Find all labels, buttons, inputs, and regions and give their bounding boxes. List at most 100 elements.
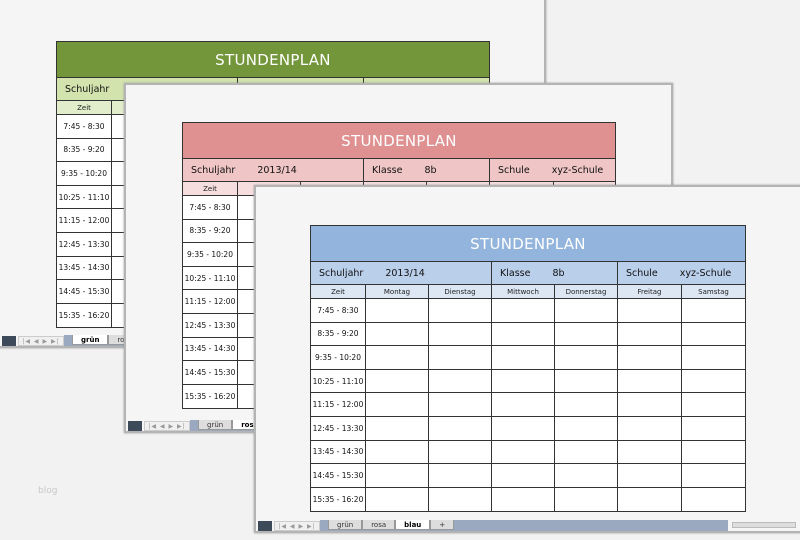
sheet-view-icon[interactable] xyxy=(2,336,16,346)
klasse-value[interactable]: 8b xyxy=(424,164,437,176)
time-cell: 15:35 - 16:20 xyxy=(183,384,238,409)
sheet-view-icon[interactable] xyxy=(258,521,272,531)
lesson-cell[interactable] xyxy=(618,440,682,464)
lesson-cell[interactable] xyxy=(492,393,555,416)
lesson-cell[interactable] xyxy=(682,370,745,393)
column-header-zeit: Zeit xyxy=(183,182,238,195)
lesson-cell[interactable] xyxy=(429,346,492,369)
column-header-samstag: Samstag xyxy=(698,287,729,296)
sheet-nav-arrows[interactable]: |◀ ◀ ▶ ▶| xyxy=(274,521,320,531)
lesson-cell[interactable] xyxy=(682,441,745,464)
lesson-cell[interactable] xyxy=(618,322,682,346)
lesson-cell[interactable] xyxy=(492,369,555,393)
lesson-cell[interactable] xyxy=(366,369,429,393)
lesson-cell[interactable] xyxy=(429,416,492,440)
time-cell: 7:45 - 8:30 xyxy=(183,196,238,219)
sheet-tab-rosa[interactable]: rosa xyxy=(362,520,396,530)
time-cell: 7:45 - 8:30 xyxy=(311,299,366,322)
lesson-cell[interactable] xyxy=(366,464,429,487)
lesson-cell[interactable] xyxy=(682,393,745,416)
lesson-cell[interactable] xyxy=(555,346,618,369)
lesson-cell[interactable] xyxy=(366,487,429,512)
lesson-cell[interactable] xyxy=(555,464,618,487)
lesson-cell[interactable] xyxy=(682,417,745,440)
info-klasse: Klasse 8b xyxy=(364,159,490,181)
lesson-cell[interactable] xyxy=(618,346,682,369)
lesson-cell[interactable] xyxy=(682,346,745,369)
lesson-cell[interactable] xyxy=(429,464,492,487)
lesson-cell[interactable] xyxy=(492,299,555,322)
schuljahr-value[interactable]: 2013/14 xyxy=(385,267,425,279)
lesson-cell[interactable] xyxy=(429,322,492,346)
lesson-cell[interactable] xyxy=(492,440,555,464)
table-row: 11:15 - 12:00 xyxy=(311,393,745,417)
column-header-zeit: Zeit xyxy=(57,101,112,114)
time-cell: 12:45 - 13:30 xyxy=(57,232,112,256)
sheet-nav-arrows[interactable]: |◀ ◀ ▶ ▶| xyxy=(18,336,64,346)
lesson-cell[interactable] xyxy=(618,369,682,393)
lesson-cell[interactable] xyxy=(492,322,555,346)
lesson-cell[interactable] xyxy=(555,299,618,322)
sheet-tab-blau[interactable]: blau xyxy=(395,520,431,530)
lesson-cell[interactable] xyxy=(429,299,492,322)
schule-value[interactable]: xyz-Schule xyxy=(551,164,604,176)
timetable-title: STUNDENPLAN xyxy=(183,123,615,159)
lesson-cell[interactable] xyxy=(492,416,555,440)
lesson-cell[interactable] xyxy=(555,393,618,416)
column-header-freitag: Freitag xyxy=(618,285,682,298)
info-schule: Schule xyz-Schule xyxy=(490,159,615,181)
time-cell: 11:15 - 12:00 xyxy=(57,209,112,232)
lesson-cell[interactable] xyxy=(366,299,429,322)
lesson-cell[interactable] xyxy=(429,487,492,512)
time-cell: 12:45 - 13:30 xyxy=(183,313,238,337)
lesson-cell[interactable] xyxy=(555,440,618,464)
sheet-view-icon[interactable] xyxy=(128,421,142,431)
schuljahr-value[interactable]: 2013/14 xyxy=(257,164,297,176)
time-cell: 15:35 - 16:20 xyxy=(57,303,112,328)
table-row: 15:35 - 16:20 xyxy=(311,487,745,512)
sheet-tab-grün[interactable]: grün xyxy=(328,520,363,530)
lesson-cell[interactable] xyxy=(366,416,429,440)
table-row: 10:25 - 11:10 xyxy=(311,369,745,394)
lesson-cell[interactable] xyxy=(618,416,682,440)
sheet-tab-grün[interactable]: grün xyxy=(72,335,109,345)
info-klasse: Klasse 8b xyxy=(492,262,618,284)
lesson-cell[interactable] xyxy=(682,323,745,346)
lesson-cell[interactable] xyxy=(618,487,682,512)
lesson-cell[interactable] xyxy=(555,487,618,512)
lesson-cell[interactable] xyxy=(366,322,429,346)
lesson-cell[interactable] xyxy=(429,393,492,416)
lesson-cell[interactable] xyxy=(492,346,555,369)
table-row: 9:35 - 10:20 xyxy=(311,346,745,370)
lesson-cell[interactable] xyxy=(618,299,682,322)
sheet-tab-grün[interactable]: grün xyxy=(198,420,233,430)
table-row: 14:45 - 15:30 xyxy=(311,464,745,488)
schule-label: Schule xyxy=(498,164,530,176)
lesson-cell[interactable] xyxy=(366,440,429,464)
timetable-title: STUNDENPLAN xyxy=(311,226,745,262)
lesson-cell[interactable] xyxy=(682,488,745,512)
lesson-cell[interactable] xyxy=(555,322,618,346)
klasse-value[interactable]: 8b xyxy=(552,267,565,279)
schule-value[interactable]: xyz-Schule xyxy=(679,267,732,279)
lesson-cell[interactable] xyxy=(618,393,682,416)
horizontal-scrollbar[interactable] xyxy=(732,522,796,528)
lesson-cell[interactable] xyxy=(682,299,745,322)
lesson-cell[interactable] xyxy=(366,393,429,416)
sheet-tab-bar: |◀ ◀ ▶ ▶| grün rosa blau + xyxy=(256,519,800,531)
sheet-nav-arrows[interactable]: |◀ ◀ ▶ ▶| xyxy=(144,421,190,431)
lesson-cell[interactable] xyxy=(492,464,555,487)
lesson-cell[interactable] xyxy=(555,416,618,440)
window-blau: STUNDENPLAN Schuljahr 2013/14 Klasse 8b Schul… xyxy=(254,185,800,533)
column-header-zeit: Zeit xyxy=(311,285,366,298)
lesson-cell[interactable] xyxy=(492,487,555,512)
add-sheet-button[interactable]: + xyxy=(430,520,455,530)
lesson-cell[interactable] xyxy=(618,464,682,487)
lesson-cell[interactable] xyxy=(429,369,492,393)
lesson-cell[interactable] xyxy=(366,346,429,369)
lesson-cell[interactable] xyxy=(555,369,618,393)
lesson-cell[interactable] xyxy=(429,440,492,464)
column-header-mittwoch: Mittwoch xyxy=(492,285,555,298)
lesson-cell[interactable] xyxy=(682,464,745,487)
